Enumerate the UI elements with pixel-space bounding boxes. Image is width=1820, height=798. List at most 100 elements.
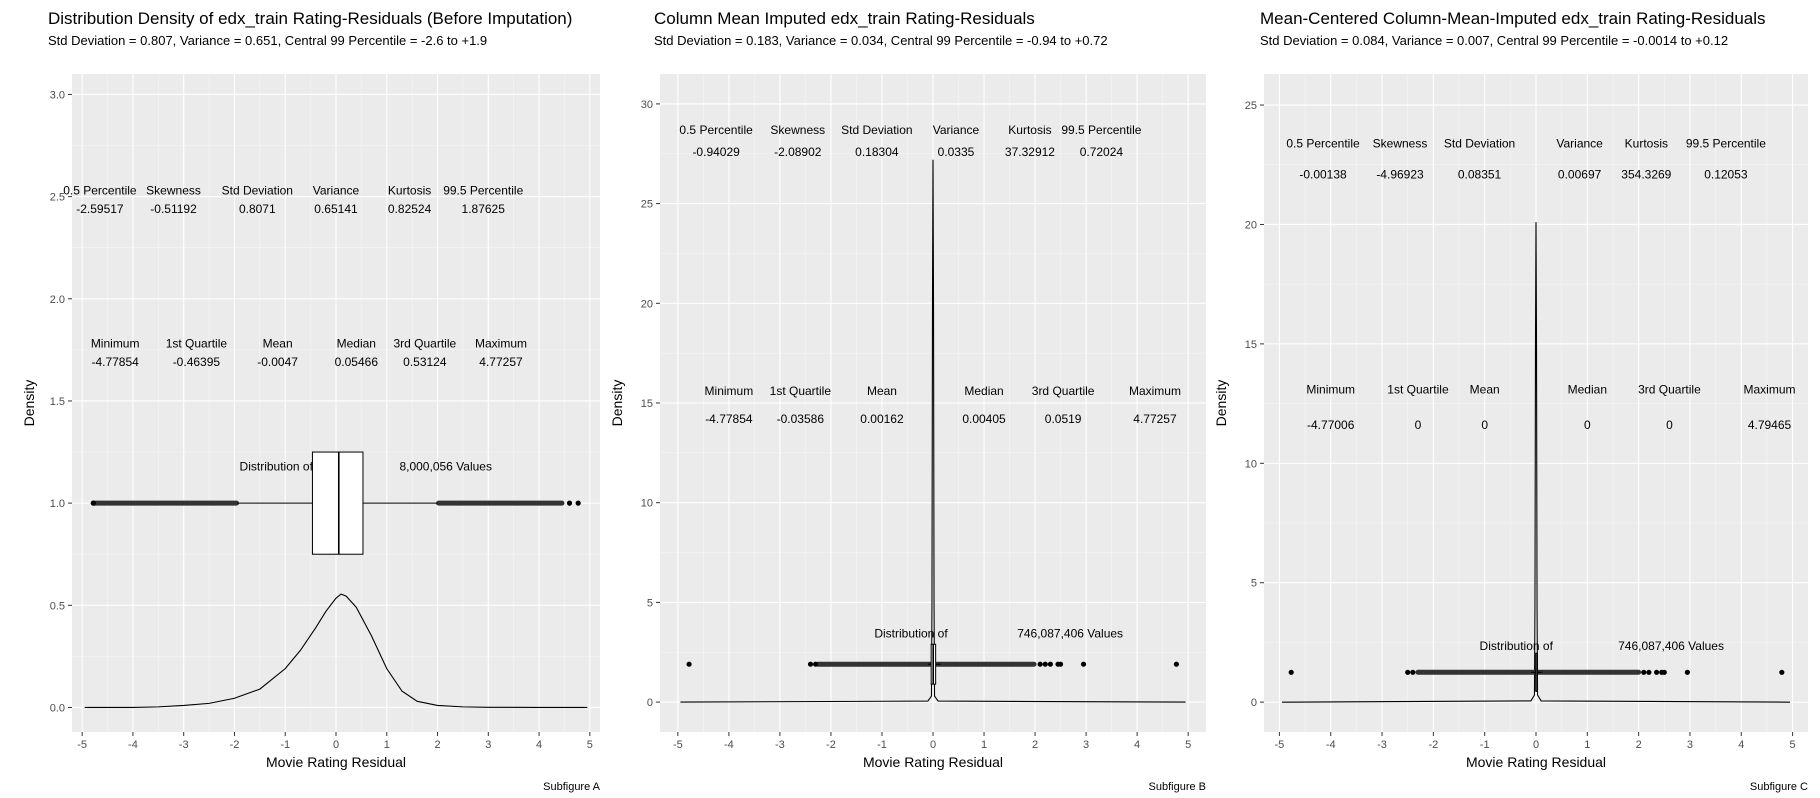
x-tick-label: -2: [230, 739, 240, 751]
stat-value: 354.3269: [1621, 167, 1671, 181]
y-tick-label: 15: [641, 398, 653, 410]
box-annotation-right: 8,000,056 Values: [399, 459, 492, 473]
outlier-point: [1779, 669, 1785, 675]
x-tick-label: -5: [1275, 739, 1285, 751]
stat-label: Median: [1568, 382, 1607, 396]
stat-label: Skewness: [1373, 136, 1428, 150]
outlier-point: [1037, 661, 1043, 667]
y-tick-label: 25: [641, 199, 653, 211]
x-tick-label: -5: [673, 739, 683, 751]
x-tick-label: 3: [485, 739, 491, 751]
box-annotation-right: 746,087,406 Values: [1618, 639, 1724, 653]
stat-value: -0.00138: [1299, 167, 1347, 181]
y-axis-label: Density: [1213, 380, 1229, 427]
stat-label: 3rd Quartile: [1638, 382, 1701, 396]
y-tick-label: 1.0: [50, 498, 65, 510]
outlier-point: [813, 661, 819, 667]
density-curve: [84, 593, 588, 709]
stat-label: 3rd Quartile: [393, 337, 456, 351]
stat-label: Variance: [933, 123, 980, 137]
x-tick-label: -2: [1428, 739, 1438, 751]
outlier-point: [1684, 669, 1690, 675]
x-axis-label: Movie Rating Residual: [266, 754, 406, 770]
stat-label: 1st Quartile: [166, 337, 228, 351]
subfigure-caption: Subfigure A: [543, 781, 601, 793]
y-tick-label: 20: [1245, 219, 1257, 231]
outlier-point: [1080, 661, 1087, 667]
outlier-point: [1654, 669, 1660, 675]
outlier-point: [575, 500, 581, 506]
stat-value: -0.94029: [692, 145, 740, 159]
y-tick-label: 0.0: [50, 702, 65, 714]
x-tick-label: 0: [333, 739, 339, 751]
y-tick-label: 10: [1245, 458, 1257, 470]
chart-panel-a: Distribution Density of edx_train Rating…: [21, 9, 601, 793]
stat-label: Kurtosis: [388, 183, 431, 197]
stat-value: 0: [1584, 418, 1591, 432]
y-tick-label: 5: [647, 597, 653, 609]
stat-label: Std Deviation: [841, 123, 912, 137]
outlier-point: [1405, 669, 1411, 675]
outlier-point: [566, 500, 573, 506]
stat-label: Mean: [867, 384, 897, 398]
x-tick-label: 4: [1134, 739, 1140, 751]
x-axis-label: Movie Rating Residual: [1466, 754, 1606, 770]
x-tick-label: 3: [1083, 739, 1089, 751]
subfigure-caption: Subfigure B: [1149, 781, 1206, 793]
box-annotation-right: 746,087,406 Values: [1017, 626, 1123, 640]
stat-label: Median: [337, 337, 376, 351]
boxplot-box: [311, 451, 364, 555]
x-tick-label: 5: [1790, 739, 1796, 751]
outlier-point: [1047, 661, 1053, 667]
y-tick-label: 15: [1245, 339, 1257, 351]
y-tick-label: 5: [1251, 578, 1257, 590]
y-tick-label: 0.5: [50, 600, 65, 612]
chart-subtitle: Std Deviation = 0.084, Variance = 0.007,…: [1260, 33, 1728, 48]
x-tick-label: -1: [1480, 739, 1490, 751]
stat-label: Variance: [1556, 136, 1603, 150]
stat-label: Maximum: [1129, 384, 1181, 398]
stat-value: 0.72024: [1080, 145, 1124, 159]
stat-value: -4.96923: [1376, 167, 1424, 181]
chart-title: Mean-Centered Column-Mean-Imputed edx_tr…: [1260, 9, 1766, 28]
box-annotation-left: Distribution of: [1480, 639, 1554, 653]
x-tick-label: 1: [384, 739, 390, 751]
stat-label: 0.5 Percentile: [679, 123, 753, 137]
y-tick-label: 20: [641, 298, 653, 310]
stat-value: 0.08351: [1458, 167, 1502, 181]
x-tick-label: 2: [434, 739, 440, 751]
stat-label: 1st Quartile: [770, 384, 832, 398]
outlier-point: [807, 661, 814, 667]
stat-value: 0.8071: [239, 202, 276, 216]
x-tick-label: 1: [981, 739, 987, 751]
stat-label: Std Deviation: [222, 183, 293, 197]
x-tick-label: 5: [1185, 739, 1191, 751]
x-tick-label: -3: [179, 739, 189, 751]
stat-value: 0.65141: [314, 202, 358, 216]
subfigure-caption: Subfigure C: [1750, 781, 1808, 793]
stat-label: Mean: [1470, 382, 1500, 396]
x-tick-label: -3: [1377, 739, 1387, 751]
outlier-point: [1661, 669, 1667, 675]
stat-value: 0.82524: [388, 202, 432, 216]
stat-value: 4.77257: [1133, 412, 1177, 426]
outlier-point: [1057, 661, 1064, 667]
x-tick-label: 3: [1687, 739, 1693, 751]
stat-value: -2.59517: [76, 202, 124, 216]
stat-label: 0.5 Percentile: [1286, 136, 1360, 150]
x-tick-label: 1: [1584, 739, 1590, 751]
outlier-point: [1288, 669, 1294, 675]
stat-value: 0.00162: [860, 412, 904, 426]
y-tick-label: 25: [1245, 100, 1257, 112]
x-tick-label: -5: [77, 739, 87, 751]
x-tick-label: 4: [1738, 739, 1744, 751]
stat-label: Minimum: [91, 337, 140, 351]
stat-value: -0.46395: [173, 355, 221, 369]
stat-value: 0.00697: [1558, 167, 1602, 181]
outlier-point: [686, 661, 692, 667]
stat-value: 0.12053: [1704, 167, 1748, 181]
stat-value: 0: [1415, 418, 1422, 432]
y-tick-label: 3.0: [50, 89, 65, 101]
stat-label: Skewness: [770, 123, 825, 137]
